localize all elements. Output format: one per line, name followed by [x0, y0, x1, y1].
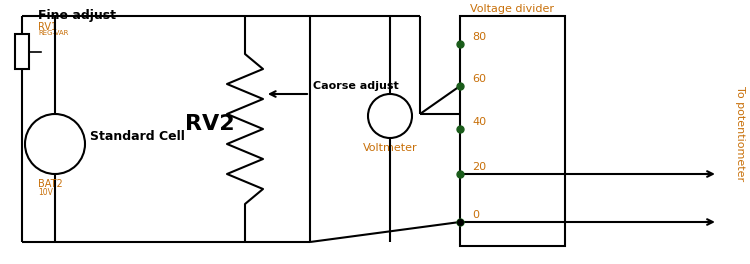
Text: 80: 80	[472, 32, 486, 42]
Text: RV2: RV2	[185, 114, 235, 134]
Text: RV1: RV1	[38, 22, 57, 32]
Text: Voltage divider: Voltage divider	[470, 4, 554, 14]
Text: Caorse adjust: Caorse adjust	[313, 81, 399, 91]
Text: 20: 20	[472, 162, 486, 172]
Text: 60: 60	[472, 74, 486, 84]
Circle shape	[368, 94, 412, 138]
Text: 0: 0	[472, 210, 479, 220]
Text: 40: 40	[472, 117, 486, 127]
Text: BAT2: BAT2	[38, 179, 63, 189]
Text: To potentiometer: To potentiometer	[735, 86, 745, 182]
Text: Fine adjust: Fine adjust	[38, 9, 116, 22]
Text: 10V: 10V	[38, 188, 53, 197]
Text: Standard Cell: Standard Cell	[90, 130, 184, 143]
Circle shape	[25, 114, 85, 174]
Text: REG-VAR: REG-VAR	[38, 30, 68, 36]
Bar	[460, 16, 565, 246]
Bar	[15, 34, 29, 69]
Text: Voltmeter: Voltmeter	[363, 143, 417, 153]
